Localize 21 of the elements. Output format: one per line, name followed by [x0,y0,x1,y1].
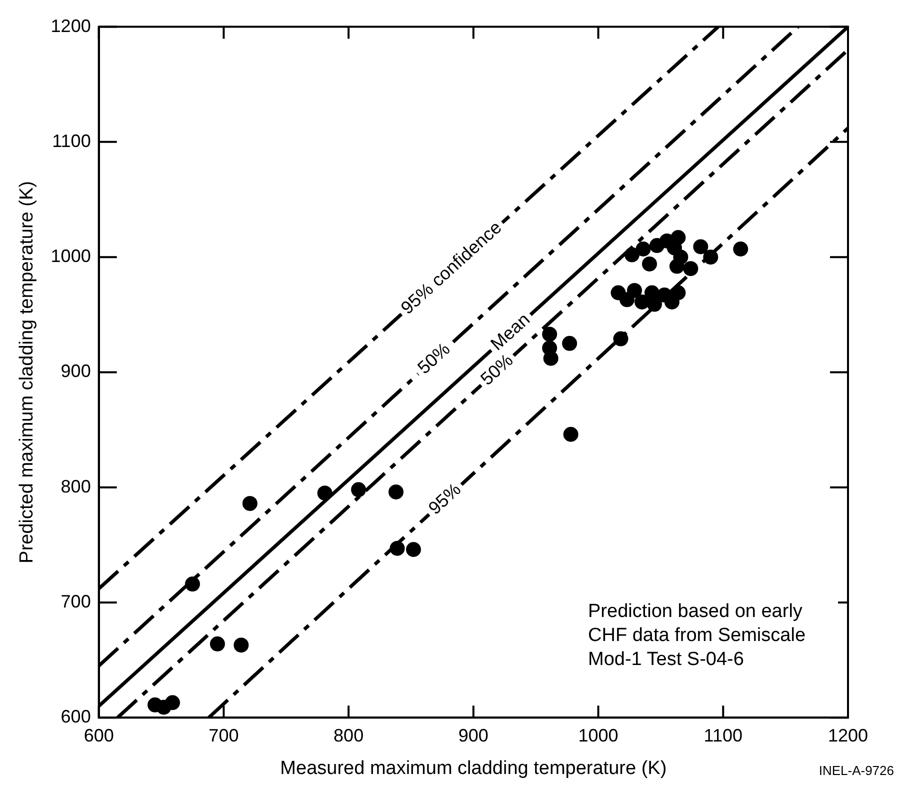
x-axis-title: Measured maximum cladding temperature (K) [280,758,667,779]
x-tick-label: 1200 [828,725,868,746]
x-tick-label: 800 [334,725,364,746]
y-tick-label: 800 [60,476,91,496]
x-tick-label: 700 [208,725,239,746]
annotation: Prediction based on early CHF data from Semiscale Mod-1 Test S-04-6 [588,600,838,672]
text: INEL-A-9726 [818,763,894,778]
y-tick-label: 700 [60,591,91,612]
text: 50% [476,350,517,390]
x-tick-label: 1100 [704,725,742,746]
y-tick-label: 1100 [52,130,91,151]
text: 50% [414,338,454,378]
y-tick-label: 1000 [50,246,91,266]
x-tick-label: 1000 [578,725,618,746]
y-tick-label: 1200 [50,16,91,36]
y-tick-label: 900 [60,361,91,382]
text: 95% [424,479,465,518]
y-axis-title: Predicted maximum cladding temperature (K) [16,181,38,564]
y-tick-label: 600 [60,706,91,727]
x-tick-label: 900 [458,725,488,746]
x-tick-label: 600 [84,725,114,746]
